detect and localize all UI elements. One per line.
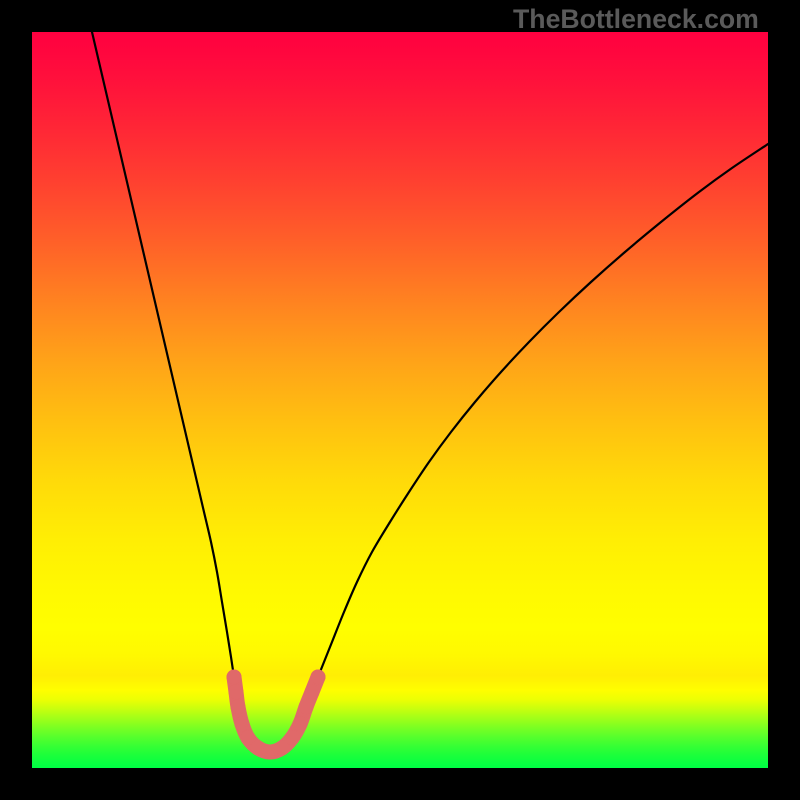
u-marker-dot — [285, 731, 300, 746]
u-marker-dot — [305, 685, 320, 700]
watermark-text: TheBottleneck.com — [513, 4, 759, 35]
u-marker-dot — [299, 700, 314, 715]
plot-area — [32, 32, 768, 768]
chart-container: TheBottleneck.com — [0, 0, 800, 800]
u-marker-dot — [293, 717, 308, 732]
u-marker-dot — [229, 685, 244, 700]
gradient-background — [32, 32, 768, 768]
u-marker-dot — [227, 670, 242, 685]
u-marker-dot — [311, 670, 326, 685]
plot-svg — [32, 32, 768, 768]
u-marker-dot — [231, 700, 246, 715]
u-marker-dot — [235, 717, 250, 732]
